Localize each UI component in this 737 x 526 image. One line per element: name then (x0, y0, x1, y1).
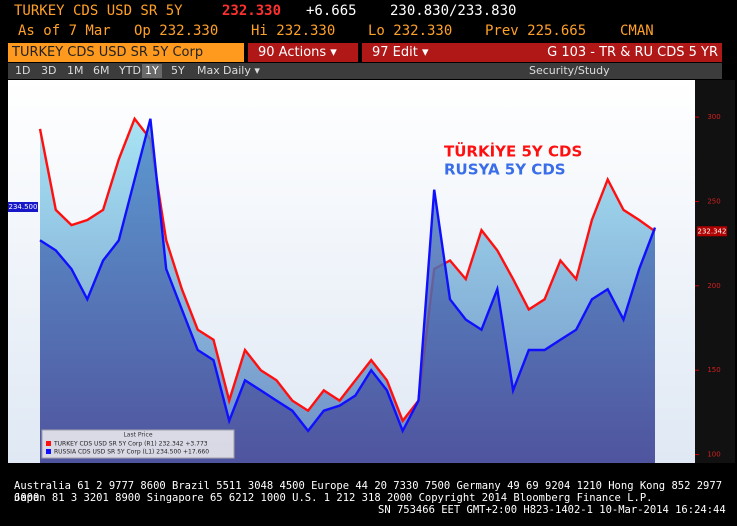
footer-line: SN 753466 EET GMT+2:00 H823-1402-1 10-Ma… (378, 504, 726, 516)
legend (41, 429, 235, 459)
footer-line: Australia 61 2 9777 8600 Brazil 5511 304… (14, 480, 723, 504)
last-value: 234.500 (9, 203, 38, 211)
range-button[interactable]: 1D (15, 64, 31, 77)
study-button[interactable]: Security/Study (529, 64, 610, 77)
chart: 2012 2013 2014 TÜRKİYE 5Y CDS RUSYA 5Y C… (8, 80, 735, 463)
legend-title: Last Price (123, 432, 152, 439)
range-button[interactable]: 6M (93, 64, 110, 77)
y-tick-label: 150 (707, 366, 720, 374)
range-button[interactable]: 1Y (142, 64, 162, 78)
area (40, 118, 655, 463)
right-axis (695, 80, 735, 463)
range-button[interactable]: 1M (67, 64, 84, 77)
annotation: RUSYA 5Y CDS (444, 161, 566, 179)
page-title: G 103 - TR & RU CDS 5 YR (472, 43, 722, 62)
source: CMAN (620, 23, 654, 39)
open: Op 232.330 (134, 23, 219, 39)
legend-entry: TURKEY CDS USD SR 5Y Corp (R1) 232.342 +… (53, 441, 208, 448)
footer-line: Japan 81 3 3201 8900 Singapore 65 6212 1… (14, 492, 653, 504)
y-tick-label: 100 (707, 451, 720, 459)
y-tick-label: 250 (707, 197, 720, 205)
change: +6.665 (306, 3, 357, 19)
edit-menu[interactable]: 97 Edit ▾ (362, 43, 472, 62)
high: Hi 232.330 (251, 23, 336, 39)
actions-menu[interactable]: 90 Actions ▾ (248, 43, 358, 62)
line (38, 116, 656, 424)
last-value: 232.342 (698, 227, 727, 235)
range-button[interactable]: Max (197, 64, 220, 77)
legend-swatch (46, 441, 51, 446)
bid-ask: 230.830/233.830 (390, 3, 517, 19)
as-of: As of 7 Mar (18, 23, 111, 39)
range-button[interactable]: YTD (119, 64, 141, 77)
range-button[interactable]: 5Y (171, 64, 185, 77)
range-button[interactable]: 3D (41, 64, 57, 77)
annotation: TÜRKİYE 5Y CDS (444, 142, 582, 161)
last-price: 232.330 (222, 3, 282, 19)
range-button[interactable]: Daily ▾ (223, 64, 260, 77)
last-value-box (8, 202, 38, 212)
ticker: TURKEY CDS USD SR 5Y (14, 3, 183, 19)
legend-entry: RUSSIA CDS USD SR 5Y Corp (L1) 234.500 +… (54, 449, 209, 456)
line (39, 118, 657, 434)
security-field[interactable]: TURKEY CDS USD SR 5Y Corp (8, 43, 244, 62)
last-value-box (697, 226, 727, 237)
prev: Prev 225.665 (485, 23, 587, 39)
legend-swatch (46, 449, 51, 454)
y-tick-label: 300 (707, 113, 720, 121)
toolbar: Security/Study 1D 3D 1M 6M YTD 1Y 5Y Max Daily ▾ (8, 63, 722, 79)
y-tick-label: 200 (707, 282, 720, 290)
low: Lo 232.330 (368, 23, 453, 39)
